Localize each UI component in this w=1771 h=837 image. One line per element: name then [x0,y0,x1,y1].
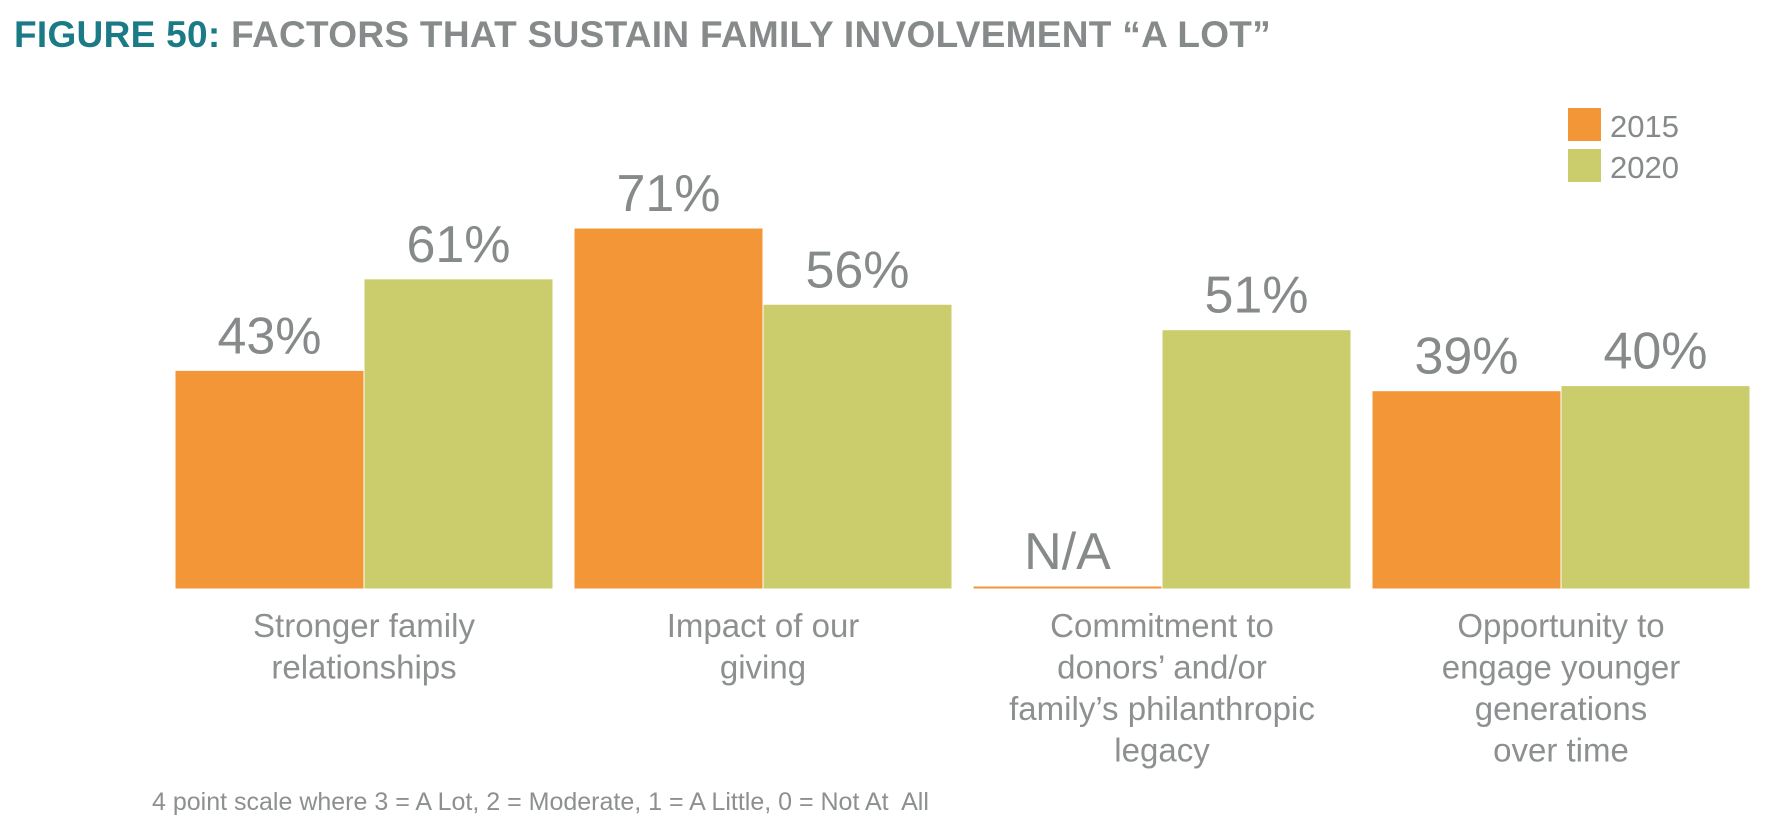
value-label-2020-4: 40% [1603,323,1707,381]
category-label-4-line-3: generations [1475,690,1647,727]
legend-swatch-2020 [1568,149,1601,182]
category-labels-group: Stronger family relationships Impact of ou… [253,607,1680,769]
bar-2020-3 [1161,329,1352,590]
category-label-2-line-1: Impact of our [667,607,860,644]
category-label-3-line-4: legacy [1114,732,1210,769]
legend-label-2020: 2020 [1610,150,1679,185]
value-label-2015-4: 39% [1414,328,1518,386]
category-label-3-line-3: family’s philanthropic [1009,690,1315,727]
bars-group [174,227,1751,590]
category-label-4-line-2: engage younger [1442,649,1681,686]
category-label-1-line-2: relationships [271,649,456,686]
category-label-4-line-1: Opportunity to [1457,607,1664,644]
figure-title: FACTORS THAT SUSTAIN FAMILY INVOLVEMENT … [231,14,1271,55]
value-label-2015-1: 43% [217,307,321,365]
bar-2015-1 [174,369,365,590]
bar-2015-2 [573,227,764,590]
category-label-2-line-2: giving [720,649,806,686]
bar-2020-2 [762,303,953,590]
bar-2020-1 [363,278,554,590]
value-label-2020-2: 56% [805,241,909,299]
value-label-2015-2: 71% [616,165,720,223]
value-label-2020-1: 61% [406,216,510,274]
bar-2020-4 [1560,385,1751,590]
category-label-4-line-4: over time [1493,732,1629,769]
legend-label-2015: 2015 [1610,109,1679,144]
footnote: 4 point scale where 3 = A Lot, 2 = Moder… [152,788,929,816]
value-label-2020-3: 51% [1204,267,1308,325]
value-label-2015-3: N/A [1024,523,1111,581]
category-label-3-line-1: Commitment to [1050,607,1274,644]
category-label-1-line-1: Stronger family [253,607,475,644]
category-label-3-line-2: donors’ and/or [1057,649,1267,686]
legend: 2015 2020 [1568,108,1679,185]
figure-number: FIGURE 50: [14,14,221,55]
bar-2015-4 [1371,390,1562,590]
chart-title: FIGURE 50: FACTORS THAT SUSTAIN FAMILY I… [14,14,1271,56]
legend-swatch-2015 [1568,108,1601,141]
bar-2015-3 [972,585,1163,590]
value-labels-group: 43% 61% 71% 56% N/A 51% 39% 40% [217,165,1707,581]
